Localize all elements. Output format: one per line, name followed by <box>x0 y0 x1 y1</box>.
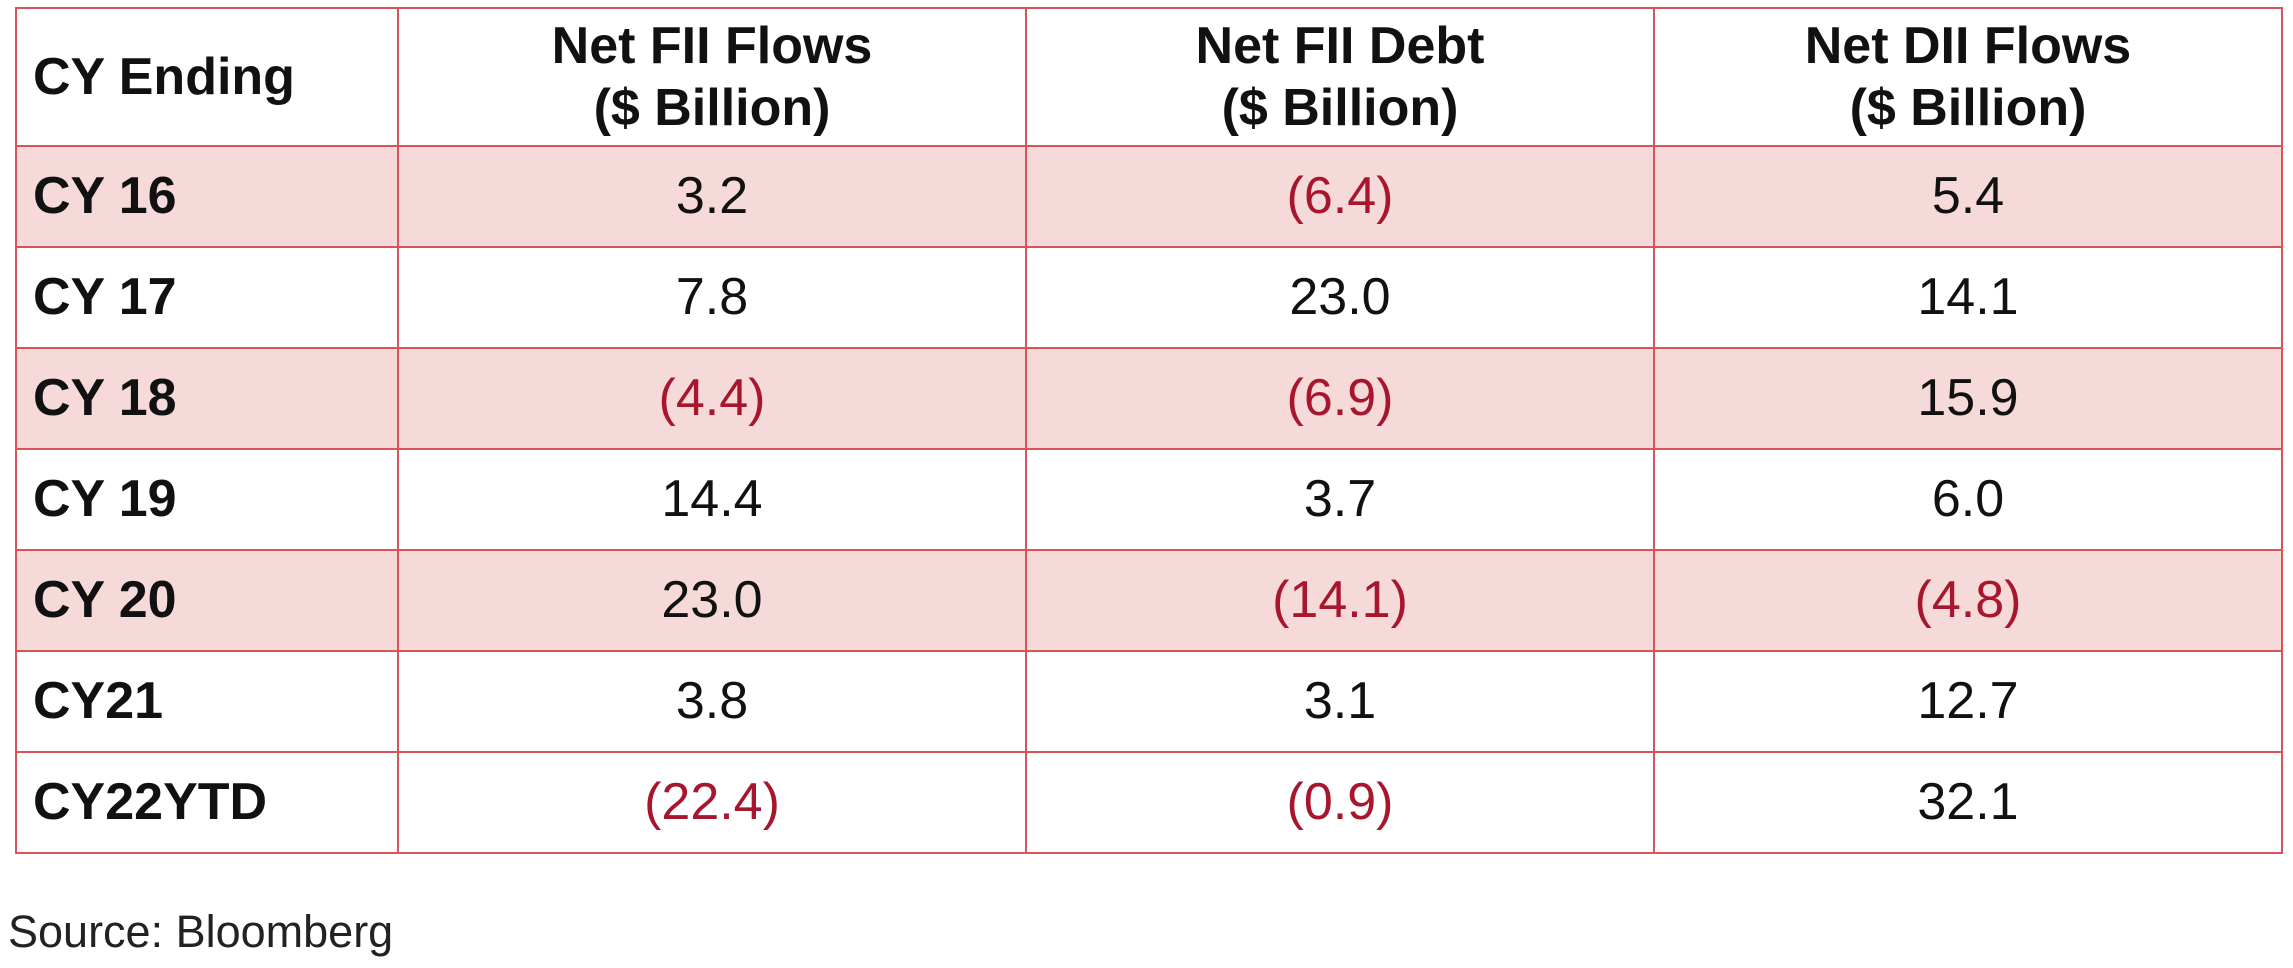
table-cell: 23.0 <box>397 549 1027 652</box>
header-net-dii-flows: Net DII Flows ($ Billion) <box>1653 7 2283 147</box>
row-label: CY 16 <box>15 145 399 248</box>
table-body: CY 16 3.2 (6.4) 5.4 CY 17 7.8 23.0 14.1 CY 18 (4.… <box>15 145 2283 854</box>
header-row: CY Ending Net FII Flows ($ Billion) Net … <box>15 7 2283 147</box>
table-cell: 7.8 <box>397 246 1027 349</box>
table-cell: 6.0 <box>1653 448 2283 551</box>
table-cell: 15.9 <box>1653 347 2283 450</box>
table-cell: (6.9) <box>1025 347 1655 450</box>
header-net-fii-flows: Net FII Flows ($ Billion) <box>397 7 1027 147</box>
table-row: CY 17 7.8 23.0 14.1 <box>15 246 2283 349</box>
table-row: CY22YTD (22.4) (0.9) 32.1 <box>15 751 2283 854</box>
table-cell: 14.4 <box>397 448 1027 551</box>
table-row: CY 16 3.2 (6.4) 5.4 <box>15 145 2283 248</box>
table-row: CY21 3.8 3.1 12.7 <box>15 650 2283 753</box>
header-line: Net FII Flows <box>551 16 873 75</box>
row-label: CY21 <box>15 650 399 753</box>
header-line: Net DII Flows <box>1804 16 2132 75</box>
table-cell: 12.7 <box>1653 650 2283 753</box>
table-cell: (4.8) <box>1653 549 2283 652</box>
table-cell: 23.0 <box>1025 246 1655 349</box>
source-note: Source: Bloomberg <box>8 906 394 957</box>
table-cell: (22.4) <box>397 751 1027 854</box>
table-cell: 3.8 <box>397 650 1027 753</box>
flows-table: CY Ending Net FII Flows ($ Billion) Net … <box>15 7 2283 854</box>
header-unit: ($ Billion) <box>593 79 831 137</box>
table-cell: 3.2 <box>397 145 1027 248</box>
table-cell: (14.1) <box>1025 549 1655 652</box>
header-line: CY Ending <box>33 47 295 106</box>
row-label: CY 20 <box>15 549 399 652</box>
header-cy-ending: CY Ending <box>15 7 399 147</box>
row-label: CY 19 <box>15 448 399 551</box>
row-label: CY22YTD <box>15 751 399 854</box>
table-cell: 32.1 <box>1653 751 2283 854</box>
row-label: CY 18 <box>15 347 399 450</box>
row-label: CY 17 <box>15 246 399 349</box>
header-line: Net FII Debt <box>1195 16 1485 75</box>
table-cell: 14.1 <box>1653 246 2283 349</box>
table-header: CY Ending Net FII Flows ($ Billion) Net … <box>15 7 2283 147</box>
table-row: CY 18 (4.4) (6.9) 15.9 <box>15 347 2283 450</box>
table-cell: (6.4) <box>1025 145 1655 248</box>
table-cell: (0.9) <box>1025 751 1655 854</box>
header-net-fii-debt: Net FII Debt ($ Billion) <box>1025 7 1655 147</box>
table-cell: 3.1 <box>1025 650 1655 753</box>
table-cell: 5.4 <box>1653 145 2283 248</box>
table-row: CY 20 23.0 (14.1) (4.8) <box>15 549 2283 652</box>
header-unit: ($ Billion) <box>1849 79 2087 137</box>
table-row: CY 19 14.4 3.7 6.0 <box>15 448 2283 551</box>
table-cell: (4.4) <box>397 347 1027 450</box>
table-cell: 3.7 <box>1025 448 1655 551</box>
header-unit: ($ Billion) <box>1221 79 1459 137</box>
